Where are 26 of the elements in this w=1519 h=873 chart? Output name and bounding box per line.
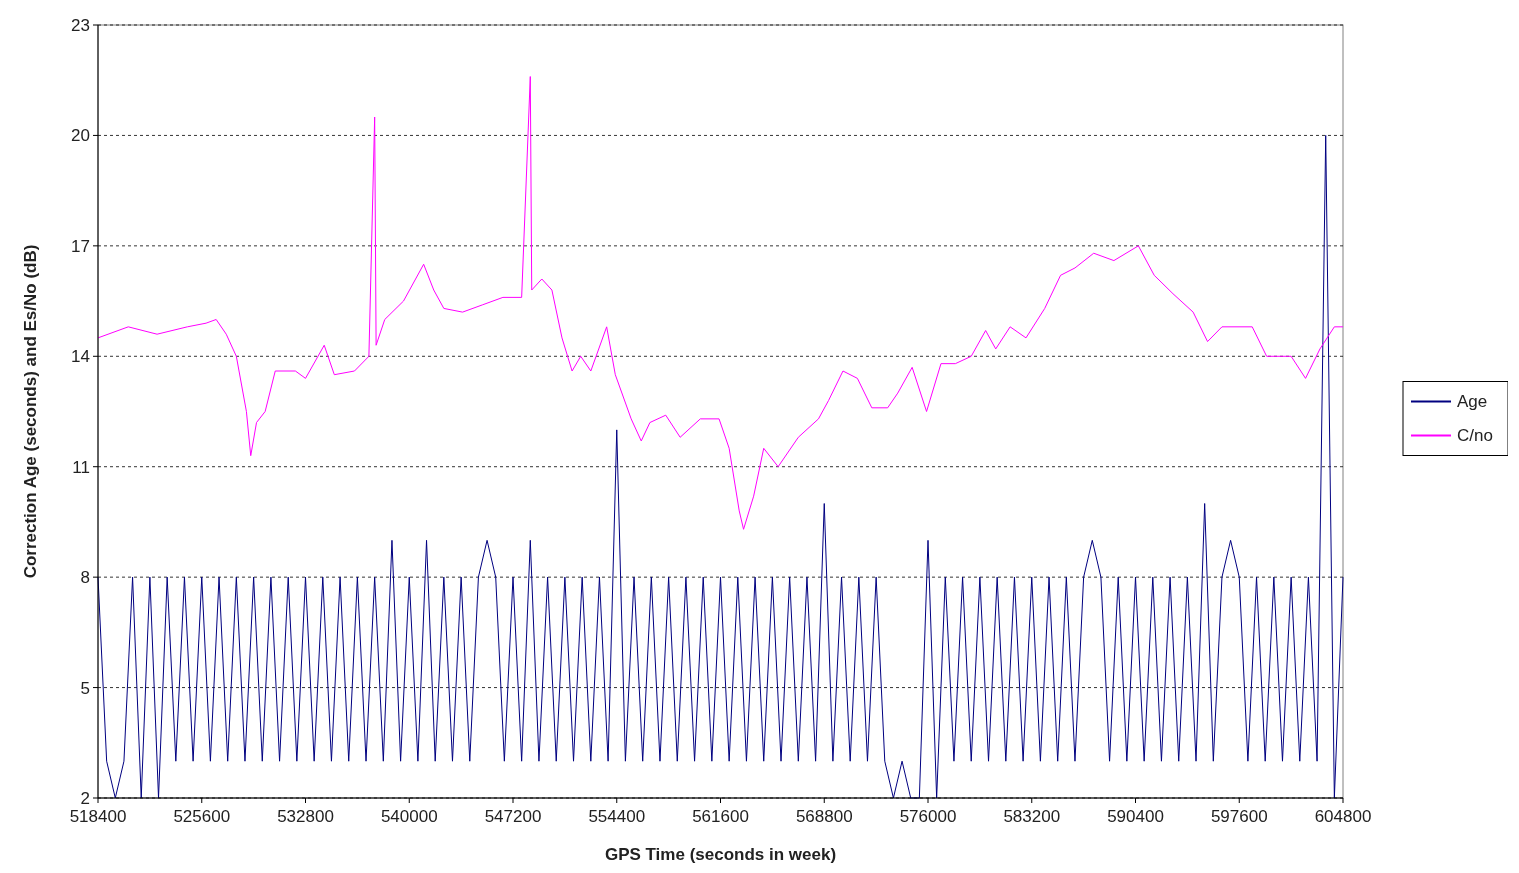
y-tick-label: 8 <box>80 568 90 588</box>
y-axis-title: Correction Age (seconds) and Es/No (dB) <box>21 244 40 579</box>
x-tick-label: 583200 <box>1003 807 1061 826</box>
y-tick-label: 2 <box>80 788 90 808</box>
x-tick-label: 576000 <box>899 807 957 826</box>
x-tick-label: 540000 <box>380 807 438 826</box>
y-tick-label: 23 <box>71 15 90 35</box>
x-tick-label: 554400 <box>588 807 646 826</box>
y-tick-label: 17 <box>71 236 90 256</box>
legend-label: Age <box>1457 392 1488 412</box>
x-axis-title: GPS Time (seconds in week) <box>604 845 837 864</box>
y-tick-label: 20 <box>71 126 90 146</box>
y-tick-label: 11 <box>72 457 90 477</box>
x-tick-label: 525600 <box>173 807 231 826</box>
x-tick-label: 597600 <box>1210 807 1268 826</box>
x-tick-label: 547200 <box>484 807 542 826</box>
y-tick-label: 14 <box>71 347 90 367</box>
legend-label: C/no <box>1457 426 1493 446</box>
x-tick-label: 518400 <box>69 807 127 826</box>
x-tick-label: 561600 <box>692 807 749 826</box>
x-tick-label: 590400 <box>1107 807 1164 826</box>
line-series <box>97 76 1344 530</box>
x-tick-label: 604800 <box>1314 807 1372 826</box>
x-tick-label: 568800 <box>795 807 853 826</box>
y-tick-label: 5 <box>80 678 90 698</box>
x-tick-label: 532800 <box>277 807 334 826</box>
